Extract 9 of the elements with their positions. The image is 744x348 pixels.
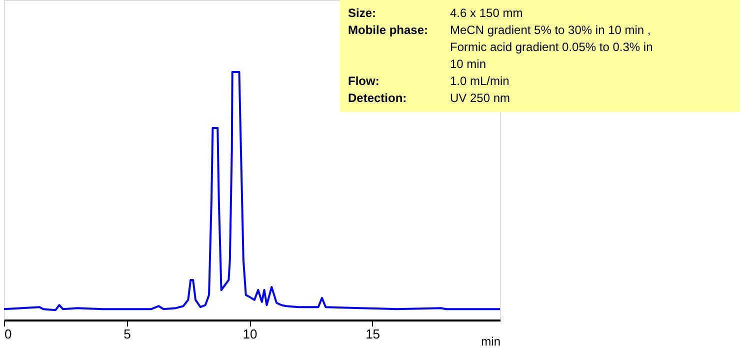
x-tick-label: 15 (366, 326, 380, 342)
text: Mobile phase: MeCN gradient 5% to 30% in 10 min , Formic acid gradient 0.05% to 0.3% in 10 min (348, 23, 653, 71)
x-tick-label: 5 (124, 326, 131, 342)
x-axis-title: min (481, 334, 500, 348)
text: Flow: 1.0 mL/min (348, 74, 510, 88)
text: Size: 4.6 x 150 mm (348, 6, 523, 20)
x-tick-label: 0 (4, 326, 12, 342)
text: Detection: UV 250 nm (348, 91, 510, 105)
x-tick-label: 10 (242, 326, 258, 342)
